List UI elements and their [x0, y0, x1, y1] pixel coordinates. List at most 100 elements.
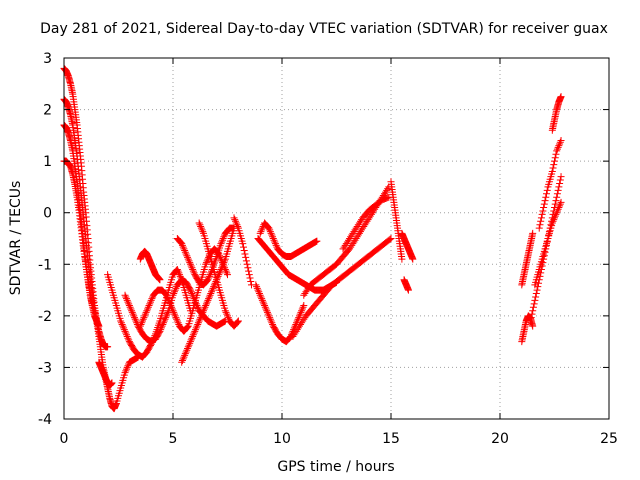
data-point — [551, 157, 558, 165]
data-point — [555, 183, 563, 191]
data-point — [160, 317, 168, 325]
data-point — [207, 290, 215, 298]
data-point — [183, 252, 191, 260]
data-point — [158, 322, 166, 330]
data-point — [173, 317, 181, 325]
data-point — [529, 229, 537, 237]
data-point — [216, 269, 224, 277]
data-point — [205, 293, 213, 301]
y-tick-labels: -4 -3 -2 -1 0 1 2 3 — [38, 51, 52, 428]
data-point — [224, 312, 231, 320]
data-point — [171, 312, 179, 320]
data-point — [551, 212, 559, 220]
data-point — [240, 247, 248, 255]
data-point — [223, 310, 231, 318]
data-point — [189, 331, 197, 339]
data-point — [148, 295, 156, 303]
data-point — [260, 300, 268, 308]
grid-lines — [64, 58, 609, 419]
data-point — [170, 310, 178, 318]
data-point — [202, 260, 210, 268]
data-point — [537, 214, 545, 222]
data-point — [88, 302, 96, 310]
data-point — [221, 307, 229, 315]
data-point — [172, 284, 180, 292]
data-point — [264, 310, 272, 318]
data-point — [141, 312, 149, 320]
data-point — [139, 315, 147, 323]
data-point — [218, 238, 226, 246]
data-point — [242, 253, 250, 261]
data-point — [199, 308, 207, 316]
data-point — [197, 224, 205, 232]
data-point — [247, 277, 255, 285]
data-point — [529, 307, 537, 315]
data-point — [553, 193, 561, 201]
series-arc11 — [178, 224, 238, 366]
data-point — [554, 143, 562, 151]
data-point — [245, 267, 253, 275]
data-point — [539, 207, 547, 215]
data-point — [117, 319, 125, 327]
data-point — [184, 253, 192, 261]
data-point — [265, 224, 273, 232]
data-point — [183, 346, 191, 354]
data-point — [263, 307, 271, 315]
series-arc15 — [252, 281, 308, 346]
data-point — [165, 298, 173, 306]
y-axis-label: SDTVAR / TECUs — [8, 181, 24, 296]
y-tick-label: 2 — [43, 103, 52, 119]
data-point — [267, 317, 275, 325]
data-point — [178, 357, 186, 365]
data-point — [538, 210, 546, 218]
data-point — [245, 271, 253, 279]
data-point — [143, 307, 151, 315]
data-point — [244, 264, 252, 272]
data-point — [130, 312, 138, 320]
data-point — [556, 138, 564, 146]
series-arc17 — [256, 219, 321, 261]
data-point — [261, 303, 269, 311]
data-point — [259, 298, 267, 306]
data-point — [182, 348, 190, 356]
data-point — [258, 226, 266, 234]
data-point — [160, 319, 168, 327]
data-point — [551, 214, 558, 222]
data-point — [156, 327, 164, 335]
data-point — [255, 288, 263, 296]
data-point — [198, 310, 206, 318]
data-point — [168, 305, 176, 313]
series-arc20 — [339, 193, 393, 253]
x-axis-label: GPS time / hours — [277, 459, 394, 475]
data-point — [174, 267, 182, 275]
data-point — [551, 154, 559, 162]
x-tick-label: 25 — [600, 431, 618, 447]
data-point — [296, 310, 304, 318]
data-point — [180, 353, 188, 361]
data-point — [157, 324, 165, 332]
data-point — [233, 319, 241, 327]
data-point — [189, 265, 197, 273]
data-point — [168, 303, 176, 311]
data-point — [187, 336, 195, 344]
data-point — [125, 300, 133, 308]
data-point — [268, 319, 276, 327]
data-point — [298, 307, 306, 315]
data-point — [194, 320, 202, 328]
data-point — [384, 185, 392, 193]
series-arc6 — [112, 353, 142, 408]
data-point — [127, 305, 135, 313]
data-point — [255, 290, 263, 298]
data-point — [219, 235, 227, 242]
data-point — [409, 255, 417, 263]
data-point — [179, 355, 187, 363]
axis-ticks — [63, 57, 610, 420]
data-point — [122, 293, 130, 301]
data-point — [200, 305, 208, 313]
data-point — [231, 216, 239, 224]
series-arc27 — [535, 137, 565, 232]
data-point — [233, 221, 241, 229]
data-point — [557, 93, 565, 101]
data-point — [119, 322, 127, 330]
data-point — [243, 260, 251, 268]
